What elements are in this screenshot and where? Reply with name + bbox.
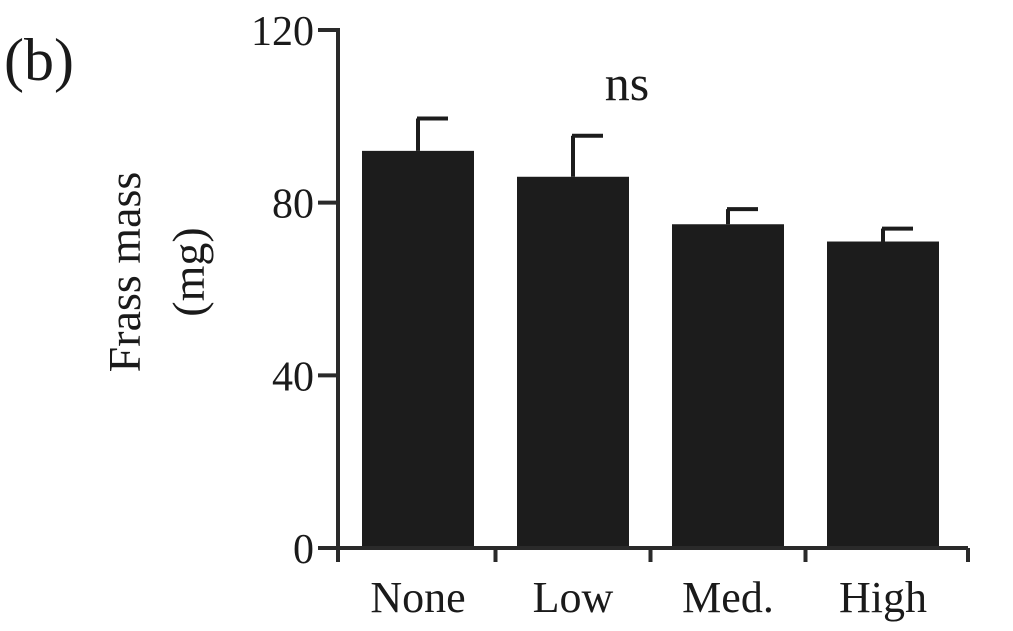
significance-annotation: ns: [605, 55, 649, 111]
y-axis-title-line-2: (mg): [163, 227, 214, 316]
x-tick-label-med: Med.: [682, 573, 774, 622]
y-tick-label-120: 120: [251, 9, 314, 55]
x-tick-label-none: None: [370, 573, 465, 622]
y-tick-label-0: 0: [293, 527, 314, 573]
panel-label: (b): [4, 27, 74, 93]
bars-layer: [362, 150, 939, 548]
bar-none: [362, 150, 474, 548]
y-axis-title: Frass mass (mg): [99, 172, 214, 373]
x-tick-label-high: High: [839, 573, 927, 622]
bar-high: [827, 241, 939, 548]
y-tick-label-40: 40: [272, 354, 314, 400]
bar-low: [517, 176, 629, 548]
error-bars-layer: [416, 116, 913, 242]
y-axis-title-line-1: Frass mass: [99, 172, 150, 373]
axes-layer: [318, 28, 970, 562]
x-tick-label-low: Low: [533, 573, 614, 622]
y-tick-label-80: 80: [272, 182, 314, 228]
bar-med: [672, 224, 784, 548]
labels-layer: None Low Med. High 0 40 80 120: [251, 9, 927, 622]
